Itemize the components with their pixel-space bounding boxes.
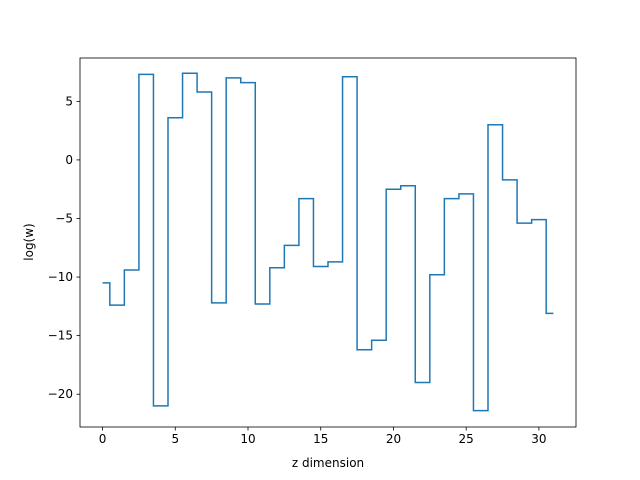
y-tick-label: −20 xyxy=(48,387,73,401)
x-tick-label: 10 xyxy=(240,432,255,446)
y-axis-label: log(w) xyxy=(22,223,36,260)
y-tick-label: 5 xyxy=(65,94,73,108)
axes-frame xyxy=(79,57,577,428)
x-axis-ticks: 0 5 10 15 20 25 30 xyxy=(99,427,547,446)
series-step-line xyxy=(102,72,554,412)
x-tick-label: 30 xyxy=(531,432,546,446)
plot-area xyxy=(102,72,554,412)
y-axis-ticks: 5 0 −5 −10 −15 −20 xyxy=(48,94,80,401)
x-tick-label: 25 xyxy=(459,432,474,446)
x-tick-label: 0 xyxy=(99,432,107,446)
y-tick-label: −15 xyxy=(48,329,73,343)
y-tick-label: −5 xyxy=(55,211,73,225)
y-tick-label: 0 xyxy=(65,153,73,167)
x-tick-label: 15 xyxy=(313,432,328,446)
y-tick-label: −10 xyxy=(48,270,73,284)
x-tick-label: 5 xyxy=(171,432,179,446)
x-tick-label: 20 xyxy=(386,432,401,446)
x-axis-label: z dimension xyxy=(292,456,364,470)
